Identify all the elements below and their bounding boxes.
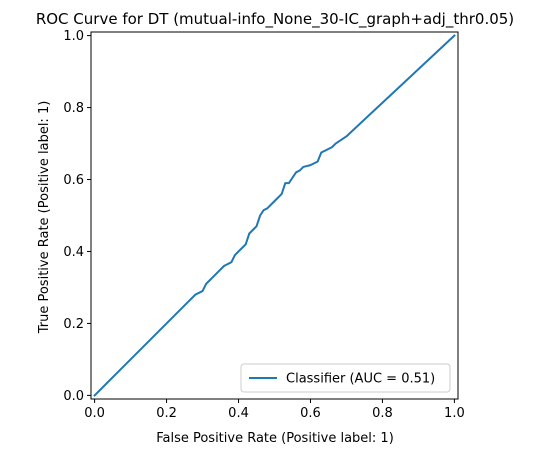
x-tick-label: 0.4 <box>228 406 249 421</box>
y-axis-label: True Positive Rate (Positive label: 1) <box>37 101 52 335</box>
x-tick-label: 0.8 <box>372 406 393 421</box>
x-tick-label: 0.6 <box>300 406 321 421</box>
roc-curve-line <box>93 34 456 397</box>
legend: Classifier (AUC = 0.51) <box>240 363 451 393</box>
plot-area <box>90 31 459 400</box>
x-tick-label: 0.0 <box>84 406 105 421</box>
y-tick-label: 0.8 <box>63 101 84 116</box>
axis-ticks: 0.0 0.2 0.4 0.6 0.8 1.0 0.0 0.2 0.4 0.6 0.8 1.0 <box>63 29 464 421</box>
legend-box <box>240 363 451 393</box>
x-axis-label: False Positive Rate (Positive label: 1) <box>156 431 394 446</box>
y-tick-label: 0.6 <box>63 173 84 188</box>
y-tick-label: 0.4 <box>63 245 84 260</box>
legend-label: Classifier (AUC = 0.51) <box>286 372 435 387</box>
chart-title: ROC Curve for DT (mutual-info_None_30-IC… <box>36 10 514 29</box>
y-tick-label: 1.0 <box>63 29 84 44</box>
y-tick-label: 0.2 <box>63 317 84 332</box>
x-tick-label: 0.2 <box>156 406 177 421</box>
axes-frame <box>90 31 459 400</box>
y-tick-label: 0.0 <box>63 389 84 404</box>
x-tick-label: 1.0 <box>444 406 465 421</box>
